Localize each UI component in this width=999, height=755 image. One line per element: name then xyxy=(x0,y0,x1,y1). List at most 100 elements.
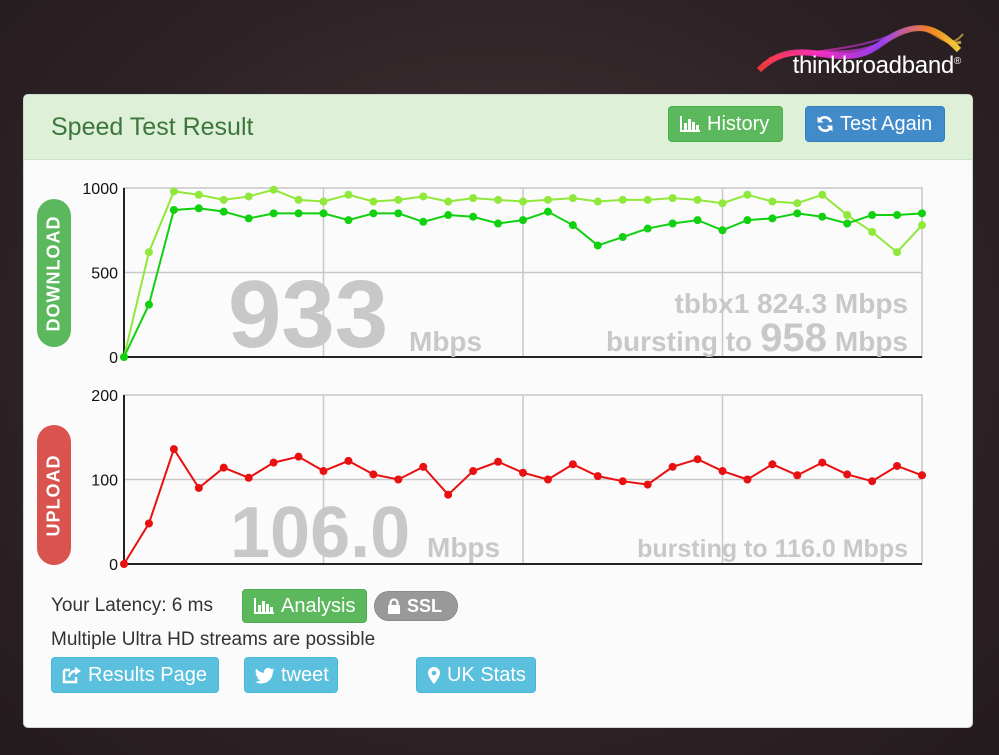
download-data-point xyxy=(144,300,153,309)
upload-data-point xyxy=(618,477,627,486)
results-page-button[interactable]: Results Page xyxy=(51,657,219,693)
download-data-point xyxy=(868,227,877,236)
download-data-point xyxy=(568,221,577,230)
download-chart: 0 500 1000 933 Mbps tbbx1 824.3 Mbps burst… xyxy=(82,181,926,368)
download-data-point xyxy=(319,197,328,206)
download-data-point xyxy=(494,219,503,228)
upload-data-point xyxy=(718,467,727,476)
tweet-button[interactable]: tweet xyxy=(244,657,338,693)
history-label: History xyxy=(707,112,770,135)
download-data-point xyxy=(743,216,752,225)
download-data-point xyxy=(444,197,453,206)
download-data-point xyxy=(269,185,278,194)
tweet-label: tweet xyxy=(281,663,329,686)
burst-unit: Mbps xyxy=(835,326,908,357)
download-data-point xyxy=(718,226,727,235)
download-data-point xyxy=(219,207,228,216)
share-icon xyxy=(62,666,82,684)
analysis-label: Analysis xyxy=(281,594,356,617)
logo-registered: ® xyxy=(953,56,961,67)
download-data-point xyxy=(718,199,727,208)
twitter-bird-icon xyxy=(255,667,275,684)
download-series xyxy=(120,185,926,361)
download-data-point xyxy=(169,187,178,196)
download-data-point xyxy=(843,211,852,220)
download-data-point xyxy=(668,219,677,228)
download-data-point xyxy=(419,217,428,226)
brand-logo-text[interactable]: thinkbroadband® xyxy=(793,52,962,80)
download-y-tick-label: 1000 xyxy=(82,181,118,198)
download-data-point xyxy=(868,211,877,220)
upload-data-point xyxy=(568,460,577,469)
test-again-button[interactable]: Test Again xyxy=(805,106,945,142)
upload-data-point xyxy=(593,472,602,481)
map-marker-icon xyxy=(427,666,441,685)
download-data-point xyxy=(344,216,353,225)
upload-data-point xyxy=(469,467,478,476)
upload-y-tick-label: 100 xyxy=(91,473,118,490)
upload-data-point xyxy=(344,456,353,465)
upload-data-point xyxy=(768,460,777,469)
download-data-point xyxy=(294,209,303,218)
download-data-point xyxy=(394,195,403,204)
download-data-point xyxy=(793,199,802,208)
upload-data-point xyxy=(194,483,203,492)
download-grid xyxy=(123,187,923,358)
upload-data-point xyxy=(843,470,852,479)
upload-data-point xyxy=(269,458,278,467)
uk-stats-button[interactable]: UK Stats xyxy=(416,657,536,693)
download-data-point xyxy=(843,219,852,228)
upload-data-point xyxy=(319,467,328,476)
lock-icon xyxy=(387,598,401,614)
download-data-point xyxy=(693,195,702,204)
download-data-point xyxy=(543,207,552,216)
upload-data-point xyxy=(543,475,552,484)
download-data-point xyxy=(120,353,128,361)
download-data-point xyxy=(768,197,777,206)
bar-chart-icon xyxy=(253,597,275,615)
results-page-label: Results Page xyxy=(88,663,207,686)
upload-data-point xyxy=(419,462,428,471)
streams-text: Multiple Ultra HD streams are possible xyxy=(51,629,376,650)
download-data-point xyxy=(294,195,303,204)
download-data-point xyxy=(543,195,552,204)
download-data-point xyxy=(194,204,203,213)
ssl-badge[interactable]: SSL xyxy=(374,591,458,621)
speed-test-panel: Speed Test Result History Test Again DOW… xyxy=(23,94,973,728)
upload-data-point xyxy=(743,475,752,484)
upload-data-point xyxy=(693,455,702,464)
history-button[interactable]: History xyxy=(668,106,783,142)
download-y-tick-label: 0 xyxy=(109,350,118,367)
download-data-point xyxy=(743,190,752,199)
test-again-label: Test Again xyxy=(840,112,933,135)
analysis-button[interactable]: Analysis xyxy=(242,589,367,623)
download-data-point xyxy=(419,192,428,201)
download-data-point xyxy=(643,224,652,233)
download-data-point xyxy=(918,221,926,230)
download-data-point xyxy=(618,195,627,204)
download-data-point xyxy=(519,216,527,225)
download-data-point xyxy=(369,197,378,206)
download-data-point xyxy=(768,214,777,223)
upload-y-tick-label: 0 xyxy=(109,557,118,574)
upload-y-tick-label: 200 xyxy=(91,388,118,405)
upload-data-point xyxy=(219,463,228,472)
download-data-point xyxy=(194,190,203,199)
upload-data-point xyxy=(369,470,378,479)
upload-data-point xyxy=(444,490,453,499)
download-data-point xyxy=(893,248,902,257)
upload-data-point xyxy=(519,468,527,477)
download-data-point xyxy=(444,211,453,220)
download-data-point xyxy=(818,212,827,221)
download-side-label: DOWNLOAD xyxy=(37,199,71,347)
upload-data-point xyxy=(668,462,677,471)
download-data-point xyxy=(369,209,378,218)
download-data-point xyxy=(244,214,253,223)
download-data-point xyxy=(568,194,577,203)
download-speed-value: 933 xyxy=(228,261,388,368)
upload-data-point xyxy=(120,560,128,568)
ssl-label: SSL xyxy=(407,595,443,616)
upload-data-point xyxy=(818,458,827,467)
download-data-point xyxy=(693,216,702,225)
